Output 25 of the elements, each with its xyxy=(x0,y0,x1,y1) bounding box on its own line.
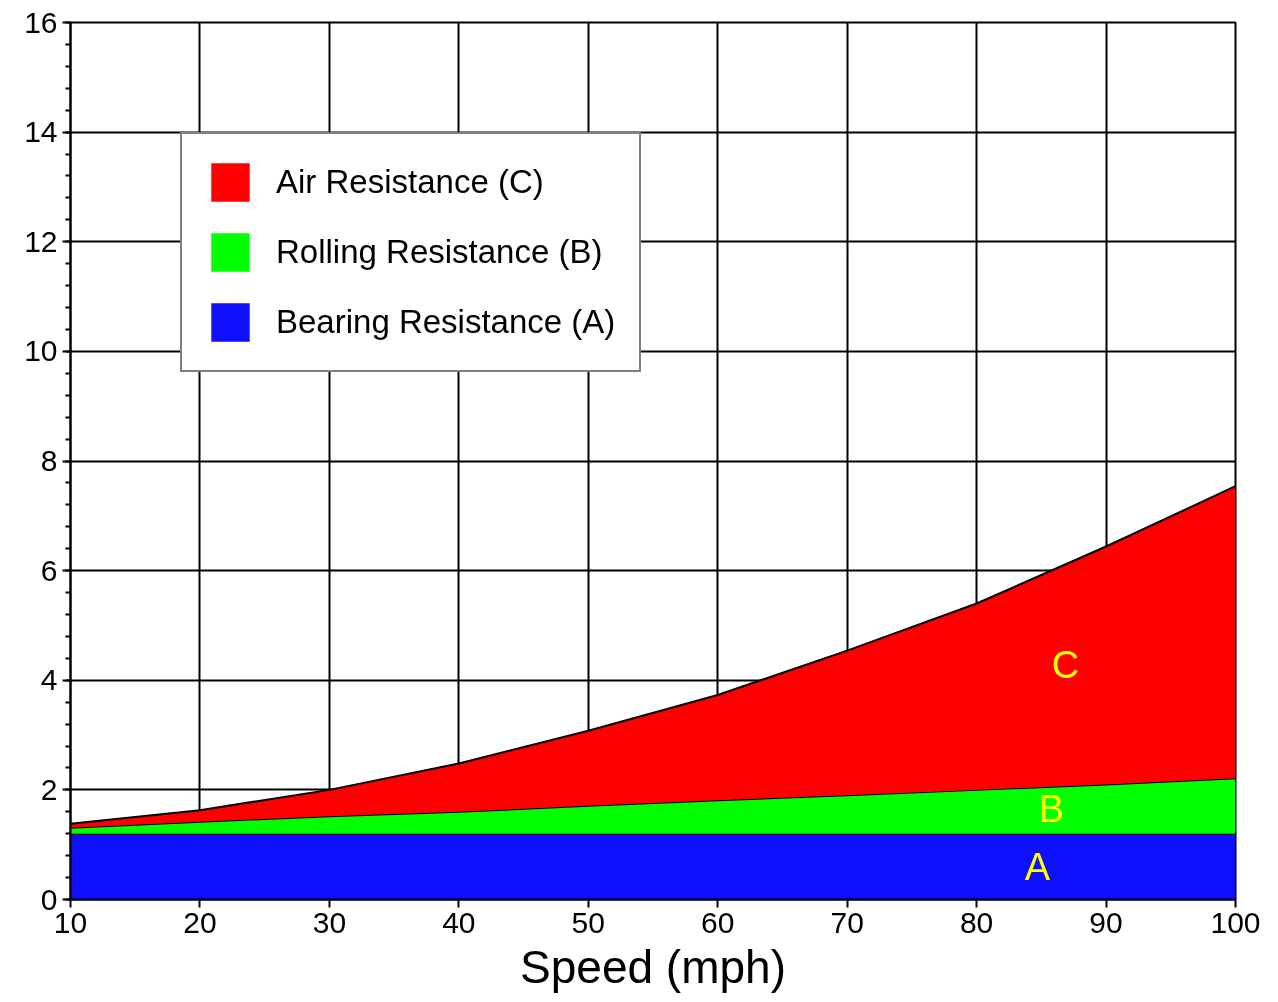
y-tick-label: 16 xyxy=(24,5,58,39)
legend-label: Rolling Resistance (B) xyxy=(276,233,603,271)
y-tick-label: 12 xyxy=(24,224,58,258)
x-tick-label: 30 xyxy=(312,905,347,939)
y-tick-label: 4 xyxy=(40,663,58,697)
x-tick-label: 80 xyxy=(959,905,994,939)
annotation: B xyxy=(1038,788,1065,831)
y-tick-label: 0 xyxy=(40,882,58,916)
y-tick-label: 8 xyxy=(40,444,58,477)
annotation: A xyxy=(1024,845,1051,888)
annotation: C xyxy=(1051,644,1080,687)
legend-label: Bearing Resistance (A) xyxy=(276,303,616,341)
y-tick-label: 10 xyxy=(24,334,58,368)
x-tick-label: 40 xyxy=(442,905,476,939)
x-tick-label: 60 xyxy=(701,905,735,939)
legend-label: Air Resistance (C) xyxy=(276,163,544,201)
y-tick-label: 14 xyxy=(24,115,58,149)
y-tick-label: 6 xyxy=(40,553,58,587)
x-tick-label: 100 xyxy=(1210,905,1261,939)
x-tick-label: 20 xyxy=(183,905,217,939)
x-tick-label: 90 xyxy=(1089,905,1123,939)
y-tick-label: 2 xyxy=(40,772,58,806)
x-tick-label: 70 xyxy=(830,905,864,939)
x-axis-title: Speed (mph) xyxy=(520,940,786,993)
x-tick-label: 50 xyxy=(571,905,605,939)
